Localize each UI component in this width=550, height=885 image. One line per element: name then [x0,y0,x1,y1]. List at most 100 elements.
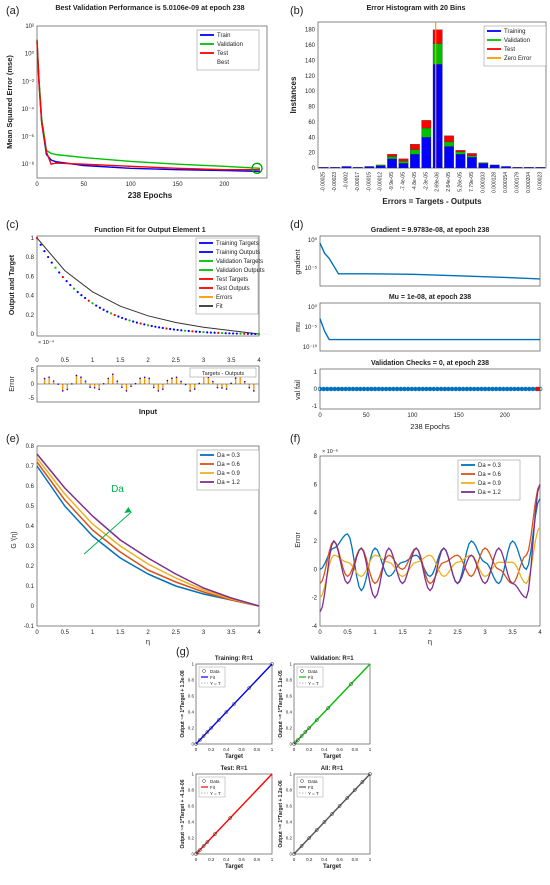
legend-c-box [195,237,259,315]
error-point [221,387,223,389]
error-line-2 [319,526,541,599]
error-point [189,390,191,392]
bar-validation [455,151,466,155]
xtick-f: 2 [428,630,432,636]
y-axis-label-g-3: Output ~= 1*Target + 1.2e-06 [278,780,284,848]
xtick-g-3: 0 [293,857,296,862]
data-point-3 [322,820,327,824]
xtick-c: 4 [257,358,261,364]
ytick-g-3: 0.4 [286,820,293,825]
data-point-0 [216,718,221,722]
bar-training [444,146,454,169]
legend-g-entry-1: Fit [308,675,314,680]
fit-point [109,312,113,315]
gradient-line [319,242,541,280]
fit-point [183,329,187,332]
error-point [225,388,228,390]
ytick-g-0: 0 [191,742,194,747]
chart-title-d-val: Validation Checks = 0, at epoch 238 [371,360,489,367]
data-point-0 [201,734,206,738]
data-point-3 [360,780,365,784]
xtick-d: 50 [363,413,370,419]
xtick-c: 0 [35,358,39,364]
xtick-e: 2.5 [172,630,181,636]
legend-e-entry: Da = 0.9 [217,471,241,477]
x-axis-label-e: η [146,637,150,646]
bar-test [421,120,432,129]
annotation-label-e: Da [111,484,124,495]
legend-g-entry-0: Y = T [210,681,221,686]
chart-title-c: Function Fit for Output Element 1 [94,227,205,234]
error-point [253,390,255,392]
bar-validation [398,160,409,164]
error-point [130,385,132,388]
line-da-3 [36,453,260,607]
error-point [148,377,150,380]
line-test [36,41,260,171]
best-marker [251,162,263,174]
ytick-c: 0.2 [26,313,35,319]
legend-c-entry: Validation Targets [216,259,263,265]
ytick-b: 0 [312,166,316,172]
bar-test [398,158,409,162]
xtick-b: 7.79e-05 [469,172,475,192]
ytick-d-val: -1 [312,404,318,410]
fit-point [232,332,235,335]
xtick-e: 3.5 [227,630,236,636]
legend-a-entry: Best [217,60,229,66]
ytick-g-3: 0.8 [286,788,293,793]
data-point-3 [337,804,342,808]
error-line-3 [319,484,541,613]
y-axis-label-f: Error [295,532,302,548]
ytick-b: 80 [308,105,315,111]
data-point-3 [352,788,357,792]
ytick-c: 0.8 [26,255,35,261]
bar-training [535,167,546,169]
xtick-f: 3.5 [508,630,517,636]
legend-g-entry-0: Data [210,669,220,674]
bar-training [398,163,409,169]
bar-training [341,166,352,169]
error-point [121,386,123,389]
fit-point [80,293,83,297]
xtick-g-2: 0.8 [254,857,261,862]
xtick-b: -4.8e-05 [412,172,418,191]
xtick-e: 1 [91,630,95,636]
y-axis-label-e: G ′(η) [11,531,18,548]
error-point [180,380,182,383]
fit-point [146,324,150,327]
bar-training [330,167,340,169]
legend-g-box-1 [296,666,324,688]
y-axis-label-g-1: Output ~= 1*Target + 1.1e-05 [278,670,284,738]
axes-frame-d-mu [319,302,541,352]
panel-label-b: (b) [290,5,303,17]
ytick-f: 0 [314,567,318,573]
legend-f-box [457,459,521,501]
fit-point [58,271,61,274]
bar-validation [467,155,477,158]
xtick-a: 200 [219,182,230,188]
ytick-e: 0.3 [26,544,35,550]
ytick-b: 120 [305,74,316,80]
fit-point [76,290,79,294]
xtick-b: -0.00015 [366,172,372,192]
xtick-g-0: 0.8 [254,747,261,752]
bar-validation [410,149,420,155]
data-point-3 [345,796,350,800]
ytick-g-3: 1 [289,772,292,777]
fit-point [150,324,153,328]
xtick-c: 3 [202,358,206,364]
xtick-b: 2.69e-06 [435,172,441,192]
xtick-g-2: 0.2 [208,857,215,862]
legend-c-entry: Training Targets [216,241,259,247]
data-point-1 [326,706,331,710]
fit-point [132,320,135,323]
ytick-c: 0.4 [26,294,35,300]
error-point [112,373,114,376]
ytick-e: 0.7 [26,464,35,470]
chart-title-g-0: Training: R=1 [215,656,254,662]
fit-point [54,266,57,269]
error-point [143,376,146,379]
fit-point [69,283,72,287]
x-axis-label-g-1: Target [323,754,341,760]
